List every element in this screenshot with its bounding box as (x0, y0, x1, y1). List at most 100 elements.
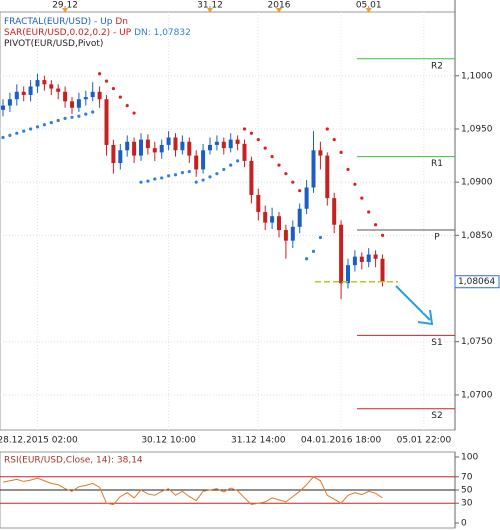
candle-body (104, 99, 109, 145)
sar-dot (222, 167, 226, 172)
candle-body (283, 230, 288, 241)
legend-text: FRACTAL(EUR/USD) - (4, 17, 97, 27)
sar-dot (270, 155, 274, 159)
candle-body (194, 155, 199, 170)
current-price-box (454, 275, 500, 289)
candle-body (242, 143, 247, 161)
candle-body (1, 105, 5, 110)
time-marker (276, 8, 282, 13)
x-top-label: 31.12 (197, 1, 223, 11)
candle-body (277, 216, 281, 231)
candle-body (228, 139, 233, 149)
sar-dot (77, 114, 81, 118)
time-marker (62, 8, 69, 13)
candle-body (139, 139, 143, 156)
sar-dot (194, 180, 198, 184)
x-top-label: 05.01 (356, 1, 382, 11)
sar-dot (153, 177, 157, 181)
candle-body (21, 91, 26, 95)
sar-dot (277, 163, 281, 167)
sar-dot (132, 111, 136, 115)
sar-dot (380, 233, 385, 237)
candle-body (118, 150, 123, 164)
candle-body (325, 155, 330, 199)
current-price-label: 1,08064 (458, 277, 495, 287)
sar-dot (208, 175, 212, 179)
legend-up: Up (100, 17, 113, 27)
candle-body (263, 211, 268, 223)
legend-text: SAR(EUR/USD,0.02,0.2) - (4, 28, 116, 38)
candle-body (63, 91, 68, 102)
candle-body (352, 256, 357, 266)
x-tick-label: 31.12 14:00 (231, 436, 286, 446)
sar-dot (22, 129, 26, 133)
sar-dot (353, 182, 357, 186)
y-tick-label: 1,0900 (461, 178, 493, 188)
sar-dot (249, 131, 253, 135)
pivot-label: P (434, 233, 440, 243)
candle-body (373, 254, 378, 259)
sar-dot (180, 171, 184, 175)
candle-body (90, 91, 95, 98)
pivot-label: S2 (431, 411, 442, 421)
sar-dot (236, 159, 240, 163)
sar-dot (160, 176, 164, 180)
sar-dot (111, 86, 115, 91)
sar-dot (8, 133, 12, 137)
sar-dot (139, 180, 143, 184)
sar-dot (215, 172, 219, 176)
candle-body (235, 139, 240, 144)
candle-body (359, 256, 364, 262)
sar-dot (42, 123, 47, 127)
sar-dot (291, 180, 295, 184)
price-panel (0, 11, 456, 431)
candle-body (290, 226, 295, 241)
sar-dot (91, 110, 95, 114)
rsi-line (2, 476, 383, 506)
candle-body (56, 88, 61, 92)
sar-dot (63, 116, 67, 120)
legend-text: PIVOT(EUR/USD,Pivot) (4, 39, 103, 49)
sar-dot (346, 167, 350, 172)
sar-dot (56, 118, 60, 123)
sar-dot (229, 163, 233, 167)
candle-body (214, 141, 219, 145)
candle-body (221, 141, 226, 149)
y-tick-label: 1,0950 (461, 124, 493, 134)
y-tick-label: 1,1000 (461, 71, 493, 81)
sar-dot (201, 178, 205, 182)
sar-dot (298, 189, 302, 193)
sar-dot (256, 138, 260, 142)
sar-dot (125, 103, 129, 108)
arrow-head (417, 309, 434, 326)
pivot-label: S1 (431, 338, 442, 348)
sar-dot (367, 210, 371, 214)
candle-body (339, 224, 344, 284)
x-tick-label: 30.12 10:00 (141, 436, 196, 446)
legend-pivot: PIVOT(EUR/USD,Pivot) (4, 39, 103, 49)
sar-dot (84, 112, 88, 116)
candle-body (208, 144, 212, 151)
sar-dot (325, 127, 329, 131)
time-marker (365, 8, 372, 13)
candle-body (14, 91, 19, 100)
sar-dot (242, 127, 247, 131)
y-tick-label: 0 (461, 519, 467, 529)
sar-dot (15, 131, 19, 135)
candle-body (332, 198, 337, 225)
candle-body (7, 99, 12, 106)
sar-dot (311, 249, 316, 253)
arrow-shaft (395, 285, 431, 321)
sar-dot (284, 172, 288, 176)
sar-dot (167, 174, 171, 178)
sar-dot (1, 135, 5, 140)
candle-body (249, 160, 254, 195)
legend-dn: Dn (115, 17, 128, 27)
y-tick-label: 50 (461, 486, 473, 496)
candle-body (159, 144, 164, 153)
y-tick-label: 1,0750 (461, 337, 493, 347)
sar-dot (70, 115, 74, 119)
y-tick-label: 1,0700 (461, 390, 493, 400)
legend-dn: DN: 1,07832 (134, 28, 191, 38)
candle-body (380, 258, 385, 283)
